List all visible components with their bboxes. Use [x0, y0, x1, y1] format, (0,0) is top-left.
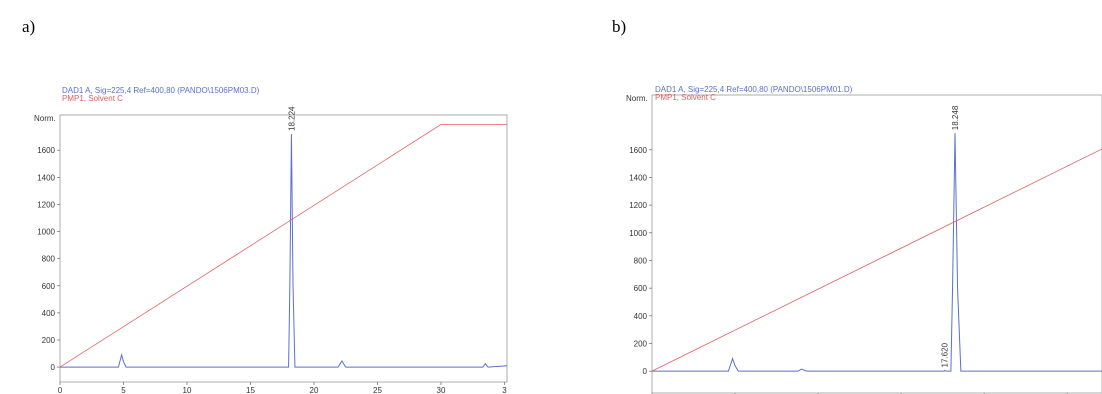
y-tick-label: 1400: [629, 173, 647, 182]
x-tick-label: 20: [310, 386, 319, 394]
panel-label: a): [22, 17, 35, 36]
y-tick-label: 200: [42, 336, 56, 345]
legend-entry: DAD1 A, Sig=225,4 Ref=400,80 (PANDO\1506…: [62, 86, 260, 95]
y-tick-label: 400: [42, 309, 56, 318]
y-tick-label: 0: [51, 363, 56, 372]
x-tick-label: 15: [246, 386, 255, 394]
plot-frame: [651, 94, 1102, 394]
y-tick-label: 0: [643, 367, 648, 376]
panel-label: b): [612, 17, 626, 36]
legend-entry: PMP1, Solvent C: [655, 93, 716, 102]
legend-entry: DAD1 A, Sig=225,4 Ref=400,80 (PANDO\1506…: [655, 85, 853, 94]
y-tick-label: 1400: [37, 173, 55, 182]
peak-label: 18.224: [287, 106, 296, 131]
y-tick-label: 200: [634, 339, 648, 348]
y-tick-label: 1000: [629, 229, 647, 238]
x-tick-label: 5: [121, 386, 126, 394]
y-tick-label: 1600: [37, 146, 55, 155]
solvent-line: [59, 124, 507, 368]
y-tick-label: 1000: [37, 228, 55, 237]
y-tick-label: 600: [42, 282, 56, 291]
y-tick-label: 400: [634, 312, 648, 321]
y-tick-label: 1200: [629, 201, 647, 210]
y-axis-label: Norm.: [626, 94, 648, 103]
plot-frame: [59, 114, 508, 383]
y-tick-label: 800: [634, 256, 648, 265]
y-tick-label: 1600: [629, 146, 647, 155]
peak-label: 18.248: [951, 105, 960, 130]
peak-label: 17.620: [941, 342, 950, 367]
legend-entry: PMP1, Solvent C: [62, 94, 123, 103]
x-tick-label: 25: [373, 386, 382, 394]
y-tick-label: 1200: [37, 200, 55, 209]
signal-line: [652, 133, 1102, 372]
y-axis-label: Norm.: [34, 114, 56, 123]
x-tick-label: 30: [437, 386, 446, 394]
y-tick-label: 800: [42, 255, 56, 264]
signal-line: [60, 133, 508, 368]
x-tick-label: 3: [502, 386, 507, 394]
x-tick-label: 10: [183, 386, 192, 394]
y-tick-label: 600: [634, 284, 648, 293]
solvent-line: [651, 148, 1102, 372]
x-tick-label: 0: [58, 386, 63, 394]
